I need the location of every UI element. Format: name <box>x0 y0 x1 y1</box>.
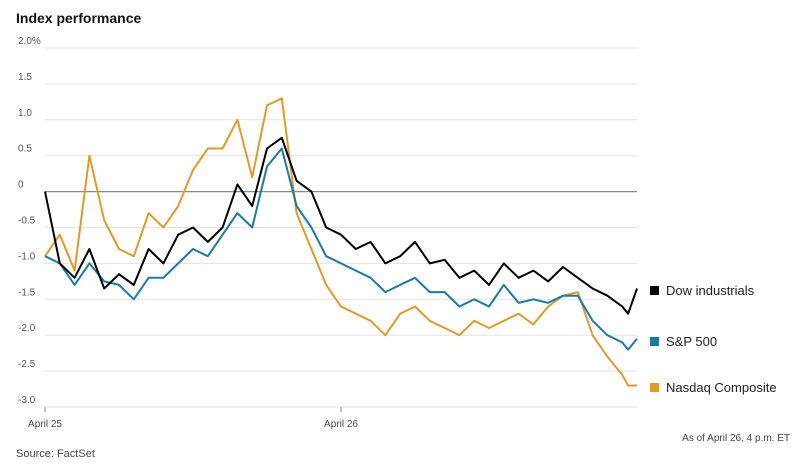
legend-swatch <box>650 383 659 392</box>
legend-label: Dow industrials <box>666 283 755 298</box>
x-tick-label: April 25 <box>28 419 62 430</box>
y-tick-label: -1.0 <box>18 251 36 262</box>
legend-swatch <box>650 286 659 295</box>
x-tick-label: April 26 <box>324 419 358 430</box>
as-of-note: As of April 26, 4 p.m. ET <box>682 433 790 444</box>
series-line-s-p-500 <box>44 147 638 351</box>
legend-swatch <box>650 337 659 346</box>
legend-label: S&P 500 <box>666 334 718 349</box>
y-tick-label: 0 <box>18 180 24 191</box>
legend-label: Nasdaq Composite <box>666 380 777 395</box>
series-line-nasdaq-composite <box>44 97 637 387</box>
legend-item: Dow industrials <box>650 283 754 298</box>
y-tick-label: -2.5 <box>18 359 36 370</box>
y-tick-label: -3.0 <box>18 395 36 406</box>
series-lines <box>44 97 638 387</box>
y-tick-label: -1.5 <box>18 287 36 298</box>
legend-item: S&P 500 <box>650 334 717 349</box>
series-line-dow-industrials <box>44 136 638 315</box>
y-tick-label: 0.5 <box>18 144 32 155</box>
y-tick-label: -0.5 <box>18 216 36 227</box>
y-tick-label: 1.0 <box>18 108 32 119</box>
chart-title: Index performance <box>16 10 142 26</box>
legend-item: Nasdaq Composite <box>650 380 777 395</box>
y-tick-label: 2.0% <box>18 36 41 47</box>
y-tick-label: 1.5 <box>18 72 32 83</box>
source-note: Source: FactSet <box>16 448 95 460</box>
y-tick-label: -2.0 <box>18 323 36 334</box>
